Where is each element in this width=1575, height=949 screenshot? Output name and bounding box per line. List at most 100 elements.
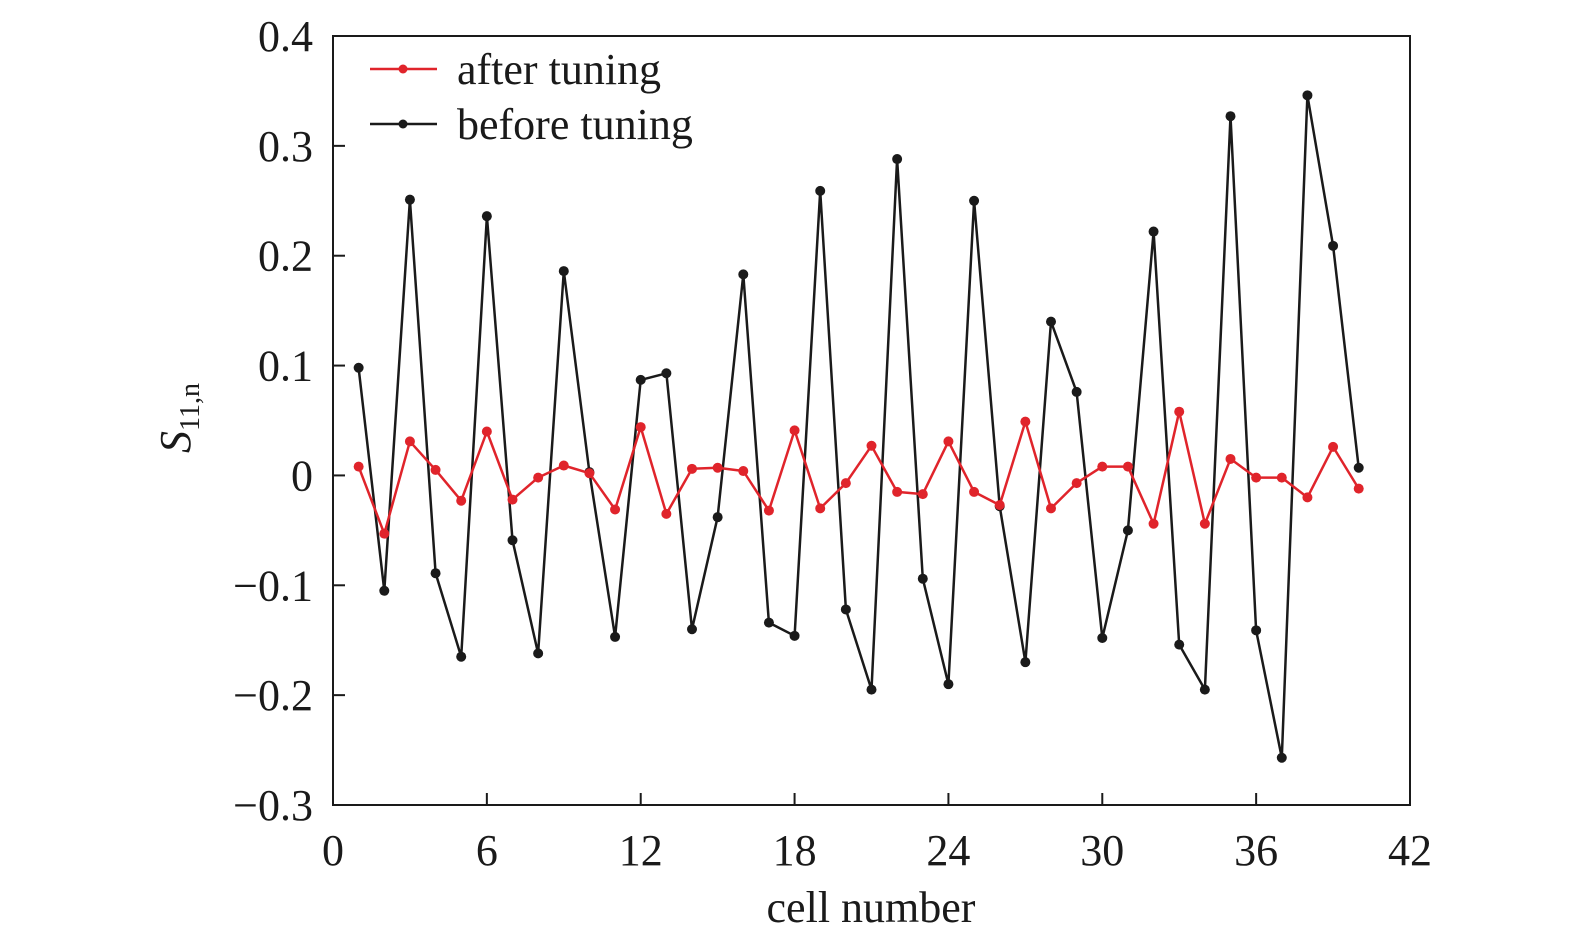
data-point (687, 463, 697, 474)
data-point (1251, 472, 1262, 483)
y-tick-label: 0 (291, 451, 313, 500)
data-point (738, 269, 749, 280)
data-point (917, 573, 928, 584)
data-point (379, 528, 390, 539)
data-point (635, 422, 646, 433)
series-line (357, 410, 1360, 535)
x-tick-label: 0 (322, 826, 344, 875)
data-point (430, 568, 441, 579)
data-point (507, 494, 518, 505)
y-tick-label: 0.4 (258, 12, 313, 61)
data-point (789, 425, 800, 436)
data-point (584, 468, 595, 479)
y-axis-label-subscript: 11,n (175, 383, 206, 431)
data-point (1251, 625, 1262, 636)
data-point (892, 154, 903, 165)
data-point (1020, 416, 1031, 427)
data-point (661, 368, 672, 379)
data-point (1225, 111, 1236, 122)
data-point (1302, 90, 1313, 101)
y-axis-label: S11,n (151, 383, 206, 453)
data-point (353, 362, 364, 373)
data-point (1148, 226, 1159, 237)
data-point (1097, 633, 1108, 644)
legend-marker (398, 119, 408, 129)
data-point (1020, 657, 1031, 668)
series-line (357, 94, 1360, 760)
data-point (379, 585, 390, 596)
plot-frame (332, 35, 1411, 806)
y-tick-label: −0.3 (233, 781, 313, 830)
x-tick-label: 30 (1080, 826, 1124, 875)
data-point (1071, 386, 1082, 397)
data-point (1328, 240, 1339, 251)
data-point (481, 426, 492, 437)
data-point (1276, 752, 1287, 763)
data-point (558, 460, 569, 471)
data-point (456, 651, 467, 662)
data-point (1122, 525, 1133, 536)
data-point (661, 508, 672, 519)
data-point (969, 486, 980, 497)
data-point (994, 500, 1005, 511)
data-point (866, 684, 877, 695)
y-tick-label: −0.2 (233, 671, 313, 720)
legend-item: before tuning (370, 100, 693, 149)
data-point (558, 266, 569, 277)
data-point (1225, 453, 1236, 464)
data-point (840, 478, 851, 489)
data-point (712, 512, 723, 523)
data-point (456, 495, 467, 506)
data-point (969, 195, 980, 206)
y-tick-label: 0.2 (258, 232, 313, 281)
data-point (481, 211, 492, 222)
data-point (404, 194, 415, 205)
data-point (635, 374, 646, 385)
y-tick-label: 0.1 (258, 342, 313, 391)
data-point (763, 617, 774, 628)
data-point (1148, 518, 1159, 529)
data-point (917, 489, 928, 500)
data-point (738, 466, 749, 477)
data-point (866, 440, 877, 451)
data-point (1328, 441, 1339, 452)
y-tick-label: −0.1 (233, 561, 313, 610)
data-point (789, 630, 800, 641)
data-point (1174, 406, 1185, 417)
data-point (1199, 518, 1210, 529)
data-point (687, 624, 697, 635)
data-point (1302, 492, 1313, 503)
data-point (1046, 503, 1056, 514)
data-point (892, 486, 903, 497)
data-point (1174, 639, 1185, 650)
data-point (943, 436, 954, 447)
data-point (815, 185, 826, 196)
data-point (763, 505, 774, 516)
data-point (353, 461, 364, 472)
data-point (610, 504, 621, 515)
x-tick-label: 42 (1388, 826, 1432, 875)
x-tick-label: 18 (773, 826, 817, 875)
legend-marker (398, 64, 408, 74)
data-point (507, 535, 518, 546)
data-point (712, 462, 723, 473)
data-point (610, 631, 621, 642)
y-tick-label: 0.3 (258, 122, 313, 171)
data-point (1353, 483, 1364, 494)
data-point (1097, 461, 1108, 472)
data-point (1046, 316, 1056, 327)
series-before-tuning (353, 90, 1364, 763)
data-point (430, 464, 441, 475)
series-after-tuning (353, 406, 1364, 539)
x-tick-label: 36 (1234, 826, 1278, 875)
data-point (1276, 472, 1287, 483)
legend-item: after tuning (370, 45, 661, 94)
legend-label: before tuning (457, 100, 693, 149)
legend-label: after tuning (457, 45, 661, 94)
data-point (1199, 684, 1210, 695)
data-point (1122, 461, 1133, 472)
x-tick-label: 24 (926, 826, 970, 875)
y-axis-label-main: S (151, 431, 200, 453)
x-tick-label: 12 (619, 826, 663, 875)
